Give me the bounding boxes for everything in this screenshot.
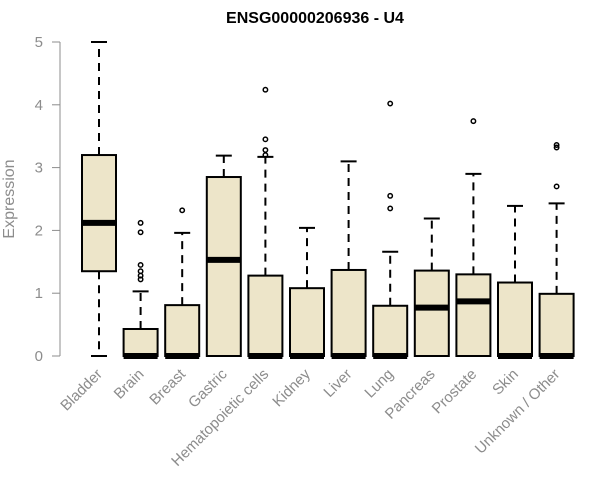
outlier-point	[387, 192, 394, 199]
box-rect	[497, 281, 533, 357]
y-axis-label: Expression	[1, 159, 18, 238]
x-tick-label: Liver	[320, 366, 355, 401]
box-rect	[122, 327, 159, 358]
box-8	[413, 217, 450, 358]
box-rect	[455, 273, 492, 357]
x-tick-label: Lung	[361, 366, 397, 402]
outlier-point	[470, 118, 477, 125]
box-4	[247, 86, 284, 359]
y-tick-label: 3	[35, 160, 43, 177]
box-rect	[538, 292, 575, 358]
outlier-point	[387, 100, 394, 107]
box-rect	[81, 154, 117, 273]
y-tick-label: 1	[35, 285, 43, 302]
outlier-point	[553, 183, 560, 190]
x-tick-label: Skin	[489, 366, 522, 399]
x-tick-label: Breast	[146, 365, 189, 408]
outlier-point	[137, 268, 144, 275]
outlier-point	[553, 142, 560, 148]
outlier-point	[262, 147, 269, 153]
box-11	[538, 142, 575, 359]
box-rect	[164, 304, 201, 357]
y-tick-label: 4	[35, 97, 43, 114]
y-axis: 0 1 2 3 4 5	[35, 34, 61, 365]
box-9	[455, 118, 492, 357]
outlier-point	[137, 261, 144, 268]
box-6	[330, 160, 367, 359]
outlier-point	[137, 229, 144, 236]
outlier-point	[179, 207, 186, 214]
boxes-group	[81, 41, 575, 359]
outlier-point	[387, 205, 394, 212]
box-3	[205, 154, 242, 357]
box-rect	[372, 304, 409, 358]
box-1	[122, 219, 159, 359]
x-tick-label: Kidney	[269, 365, 314, 410]
outlier-point	[137, 219, 144, 226]
box-rect	[247, 274, 284, 357]
y-tick-label: 5	[35, 34, 43, 51]
outlier-point	[262, 86, 269, 93]
x-tick-label: Prostate	[429, 366, 481, 418]
y-tick-label: 0	[35, 348, 43, 365]
box-2	[164, 207, 201, 359]
outlier-point	[262, 136, 269, 143]
outlier-point	[262, 152, 269, 158]
box-0	[81, 41, 117, 357]
box-rect	[289, 287, 325, 357]
y-tick-label: 2	[35, 222, 43, 239]
box-10	[497, 204, 533, 359]
outlier-point	[553, 144, 560, 151]
x-tick-label: Brain	[111, 366, 148, 403]
box-rect	[413, 269, 450, 358]
x-tick-label: Bladder	[57, 366, 106, 415]
box-rect	[330, 268, 367, 357]
box-7	[372, 100, 409, 359]
chart-title: ENSG00000206936 - U4	[226, 10, 404, 27]
box-rect	[205, 176, 242, 357]
box-5	[289, 226, 325, 359]
